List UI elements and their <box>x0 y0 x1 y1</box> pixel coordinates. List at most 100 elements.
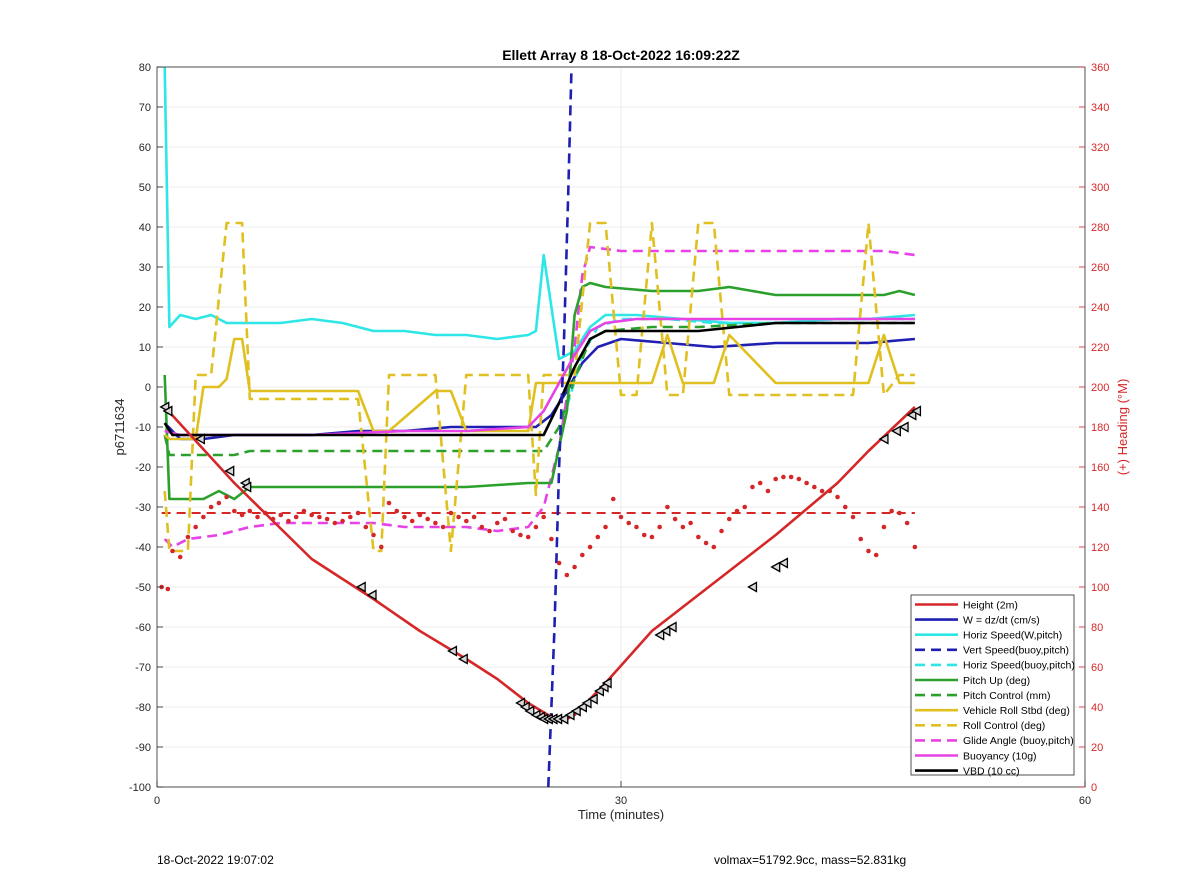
height-marker <box>224 465 235 477</box>
heading-point <box>317 514 322 520</box>
heading-point <box>873 552 879 558</box>
heading-point <box>549 536 554 542</box>
heading-point <box>363 524 369 530</box>
heading-point <box>278 512 284 518</box>
height-marker <box>660 625 671 637</box>
heading-point <box>726 516 732 522</box>
y-tick-label: 0 <box>145 382 151 394</box>
series-line-vert-speed-buoy-pitch <box>547 67 573 787</box>
heading-point <box>208 504 214 510</box>
heading-point <box>301 508 307 514</box>
heading-point <box>487 528 492 534</box>
series-line-vbd-10-cc <box>163 321 915 437</box>
y2-tick-label: 340 <box>1091 102 1109 114</box>
y2-tick-label: 240 <box>1091 302 1109 314</box>
heading-point <box>464 518 469 524</box>
heading-point <box>812 484 817 490</box>
series-line-vehicle-roll-stbd-deg <box>163 333 915 441</box>
y2-tick-label: 20 <box>1091 742 1103 754</box>
height-marker <box>747 581 758 593</box>
height-marker <box>778 557 789 569</box>
heading-point <box>355 510 361 516</box>
y-tick-label: -20 <box>135 462 151 474</box>
heading-point <box>165 586 171 592</box>
heading-point <box>703 540 709 546</box>
heading-point <box>672 516 678 522</box>
height-marker <box>577 701 587 713</box>
legend-label: Horiz Speed(W,pitch) <box>963 630 1062 642</box>
series-line-glide-angle-buoy-pitch <box>163 245 916 549</box>
y-tick-label: -80 <box>135 702 151 714</box>
legend-label: Pitch Up (deg) <box>963 675 1030 687</box>
legend-label: VBD (10 cc) <box>963 765 1020 777</box>
heading-point <box>881 524 887 530</box>
y2-tick-label: 100 <box>1091 582 1109 594</box>
legend-label: Roll Control (deg) <box>963 720 1045 732</box>
y-tick-label: -70 <box>135 662 151 674</box>
legend-label: Vert Speed(buoy,pitch) <box>963 645 1069 657</box>
heading-point <box>912 544 918 550</box>
height-marker <box>581 697 592 709</box>
heading-point <box>897 510 902 516</box>
heading-point <box>193 524 198 530</box>
heading-point <box>634 524 639 530</box>
heading-point <box>262 510 268 516</box>
heading-point <box>286 518 291 524</box>
heading-point <box>185 534 191 540</box>
heading-point <box>394 508 400 514</box>
heading-point <box>425 516 430 522</box>
y2-tick-label: 120 <box>1091 542 1109 554</box>
heading-point <box>456 514 461 520</box>
height-marker <box>194 433 205 445</box>
y-tick-label: -60 <box>135 622 151 634</box>
x-tick-label: 0 <box>154 795 160 807</box>
heading-point <box>386 500 392 506</box>
heading-point <box>889 508 894 514</box>
height-marker <box>366 589 377 601</box>
y2-tick-label: 280 <box>1091 222 1109 234</box>
legend-label: W = dz/dt (cm/s) <box>963 614 1040 626</box>
y-tick-label: 80 <box>139 62 151 74</box>
heading-point <box>409 518 415 524</box>
height-marker <box>457 653 468 665</box>
legend-box <box>910 594 1075 776</box>
heading-point <box>773 476 778 482</box>
heading-point <box>819 488 825 494</box>
height-marker <box>878 433 889 445</box>
y2-tick-label: 60 <box>1091 662 1103 674</box>
heading-point <box>618 514 624 520</box>
heading-point <box>293 514 299 520</box>
heading-point <box>788 474 794 480</box>
height-marker <box>594 685 604 697</box>
heading-point <box>479 524 485 530</box>
y2-tick-label: 260 <box>1091 262 1109 274</box>
x-axis-label: Time (minutes) <box>578 807 664 822</box>
heading-point <box>247 508 253 514</box>
heading-point <box>781 474 786 480</box>
y-tick-label: 30 <box>139 262 151 274</box>
heading-point <box>657 524 662 530</box>
height-marker <box>666 621 677 633</box>
heading-point <box>340 518 345 524</box>
heading-point <box>232 508 237 514</box>
height-marker <box>515 697 526 709</box>
heading-point <box>471 514 477 520</box>
height-marker <box>241 481 252 493</box>
heading-point <box>804 480 809 486</box>
heading-point <box>626 520 632 526</box>
series-line-pitch-up-deg <box>163 281 916 501</box>
y2-tick-label: 300 <box>1091 182 1109 194</box>
heading-point <box>595 534 601 540</box>
heading-point <box>510 528 516 534</box>
heading-point <box>402 514 407 520</box>
heading-point <box>610 496 616 502</box>
y2-tick-label: 40 <box>1091 702 1103 714</box>
y-tick-label: -10 <box>135 422 151 434</box>
legend-label: Glide Angle (buoy,pitch) <box>963 735 1074 747</box>
height-marker <box>524 705 535 717</box>
heading-point <box>603 524 608 530</box>
heading-point <box>827 488 833 494</box>
height-marker <box>890 425 901 437</box>
heading-point <box>742 504 748 510</box>
